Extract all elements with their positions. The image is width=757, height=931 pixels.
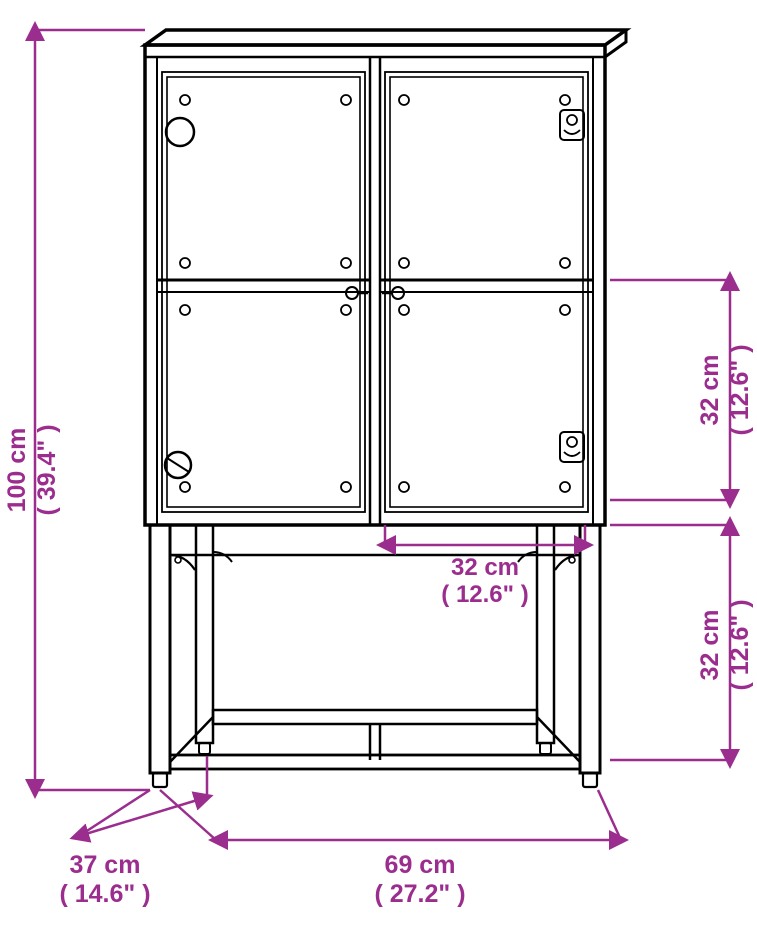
dim-shelf-cm: 32 cm — [451, 554, 519, 581]
dim-shelf-in: ( 12.6" ) — [441, 581, 528, 608]
latch-bottom — [560, 432, 584, 462]
cabinet-front — [145, 45, 605, 525]
door-holes — [180, 95, 570, 492]
dim-right-upper-in: ( 12.6" ) — [726, 344, 754, 435]
dim-width-cm: 69 cm — [385, 851, 456, 879]
dim-width: 69 cm ( 27.2" ) — [160, 790, 621, 908]
cabinet-drawing — [145, 30, 626, 787]
dim-depth-cm: 37 cm — [70, 851, 141, 879]
base-frame — [150, 525, 600, 787]
dim-right-lower: 32 cm ( 12.6" ) — [610, 525, 754, 760]
cable-hole-left — [165, 452, 191, 478]
latch-top — [560, 110, 584, 140]
dim-width-in: ( 27.2" ) — [374, 880, 465, 908]
furniture-dimension-diagram: 100 cm ( 39.4" ) 32 cm ( 12.6" ) 32 cm (… — [0, 0, 757, 931]
dim-height-in: ( 39.4" ) — [33, 424, 61, 515]
cabinet-top — [145, 30, 626, 45]
dim-height-total: 100 cm ( 39.4" ) — [3, 30, 150, 790]
dim-right-lower-in: ( 12.6" ) — [726, 599, 754, 690]
dim-height-cm: 100 cm — [3, 428, 31, 513]
dim-right-lower-cm: 32 cm — [696, 610, 724, 681]
dim-right-upper: 32 cm ( 12.6" ) — [610, 280, 754, 500]
dim-right-upper-cm: 32 cm — [696, 355, 724, 426]
knob-left — [166, 118, 194, 146]
dim-depth: 37 cm ( 14.6" ) — [59, 756, 207, 908]
dim-depth-in: ( 14.6" ) — [59, 880, 150, 908]
